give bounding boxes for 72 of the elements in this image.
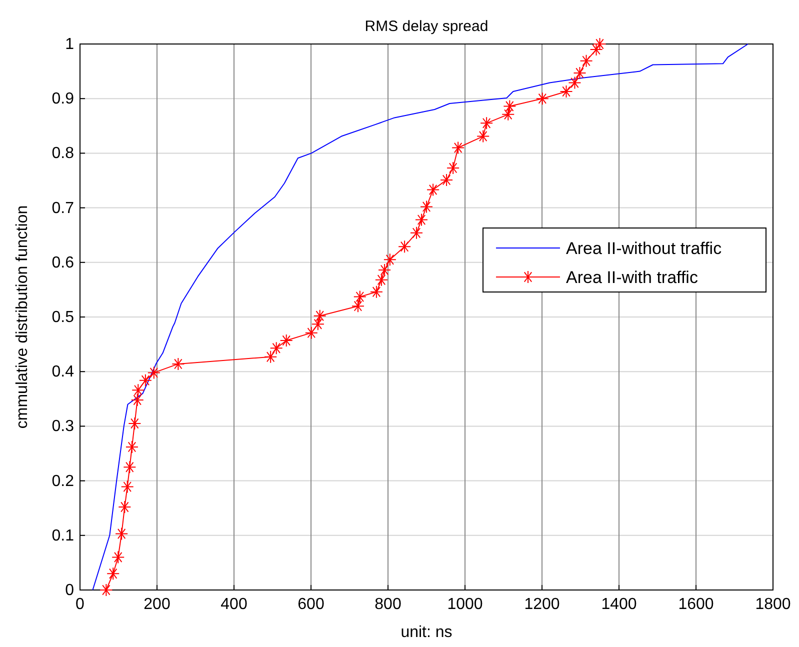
point xyxy=(503,100,516,113)
point xyxy=(120,480,134,494)
point xyxy=(452,141,465,154)
point xyxy=(378,264,392,277)
x-tick-label: 1800 xyxy=(755,596,791,613)
point xyxy=(414,213,428,226)
point xyxy=(353,290,366,304)
point xyxy=(593,38,606,50)
y-tick-label: 0 xyxy=(65,582,74,599)
point xyxy=(536,92,549,106)
point xyxy=(172,357,185,370)
y-axis-title: cmmulative distribution function xyxy=(14,205,31,429)
point xyxy=(480,116,494,130)
point xyxy=(118,500,132,514)
x-tick-label: 0 xyxy=(76,596,85,613)
point xyxy=(132,384,145,397)
point xyxy=(100,584,113,596)
point xyxy=(374,273,388,286)
point xyxy=(476,130,490,143)
point xyxy=(398,240,412,254)
point xyxy=(304,326,318,340)
x-tick-label: 600 xyxy=(298,596,324,613)
y-tick-label: 0.4 xyxy=(52,364,74,381)
point xyxy=(138,374,152,387)
point xyxy=(351,300,364,313)
line-series xyxy=(92,44,748,590)
point xyxy=(270,342,283,355)
y-tick-label: 0.3 xyxy=(52,418,74,436)
x-tick-label: 1200 xyxy=(524,596,560,613)
point xyxy=(128,416,142,430)
chart-title: RMS delay spread xyxy=(364,18,488,35)
y-tick-label: 0.2 xyxy=(52,472,74,490)
point xyxy=(370,285,383,298)
point xyxy=(580,54,593,68)
point xyxy=(560,85,573,98)
x-tick-label: 1000 xyxy=(447,596,483,613)
point xyxy=(383,253,396,266)
x-tick-label: 800 xyxy=(374,596,402,613)
point xyxy=(125,440,138,454)
point xyxy=(420,200,433,214)
point xyxy=(112,550,125,564)
y-tick-label: 0.1 xyxy=(52,527,74,544)
point xyxy=(130,393,144,406)
point xyxy=(115,527,128,540)
point xyxy=(426,183,440,196)
x-tick-label: 1600 xyxy=(678,596,714,613)
y-tick-label: 0.7 xyxy=(52,200,74,217)
point xyxy=(280,334,293,347)
x-axis-title: unit: ns xyxy=(400,624,452,641)
y-tick-label: 0.8 xyxy=(52,145,74,162)
y-tick-label: 0.9 xyxy=(52,90,74,108)
x-tick-label: 400 xyxy=(220,596,248,613)
point xyxy=(410,226,423,240)
legend-label: Area II-with traffic xyxy=(566,268,698,287)
point xyxy=(147,366,160,380)
point xyxy=(440,173,454,186)
point xyxy=(446,161,460,174)
point xyxy=(264,350,278,364)
legend-label: Area II-without traffic xyxy=(566,239,722,258)
point xyxy=(123,460,136,474)
point xyxy=(568,76,582,90)
x-tick-label: 200 xyxy=(144,596,170,613)
point xyxy=(502,108,515,121)
point xyxy=(311,318,324,331)
point xyxy=(573,66,586,80)
y-tick-label: 0.5 xyxy=(52,309,74,326)
x-tick-label: 1400 xyxy=(601,596,637,613)
point xyxy=(590,42,603,56)
point xyxy=(313,309,326,322)
y-tick-label: 1 xyxy=(65,36,74,53)
y-tick-label: 0.6 xyxy=(52,254,74,272)
point xyxy=(106,567,120,580)
